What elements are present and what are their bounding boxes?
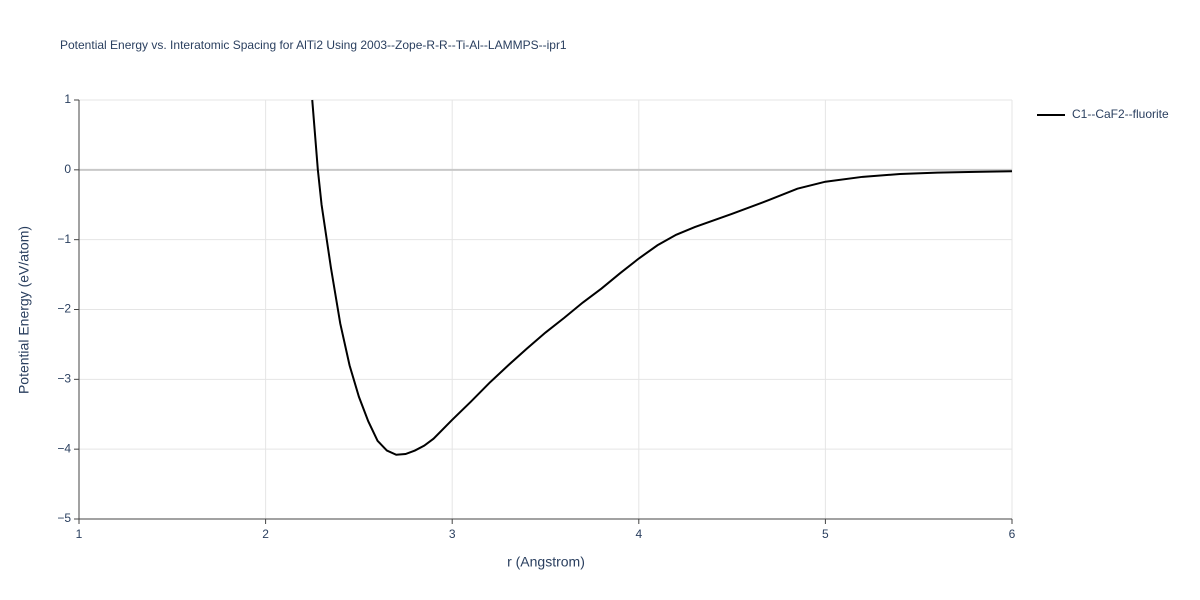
chart-title: Potential Energy vs. Interatomic Spacing… [60, 38, 567, 52]
y-tick-label: −1 [57, 232, 71, 246]
x-tick-label: 1 [76, 527, 83, 541]
legend-label: C1--CaF2--fluorite [1072, 107, 1169, 121]
x-tick-label: 4 [635, 527, 642, 541]
y-tick-label: −4 [57, 441, 71, 455]
y-tick-label: −2 [57, 302, 71, 316]
data-line [311, 99, 1013, 456]
y-tick-label: 1 [64, 92, 71, 106]
x-tick-label: 5 [822, 527, 829, 541]
x-axis-title: r (Angstrom) [507, 554, 585, 570]
x-tick-label: 3 [449, 527, 456, 541]
x-tick-label: 2 [262, 527, 269, 541]
y-tick-label: −5 [57, 511, 71, 525]
y-axis-title: Potential Energy (eV/atom) [16, 226, 32, 394]
y-tick-label: −3 [57, 372, 71, 386]
x-tick-label: 6 [1009, 527, 1016, 541]
y-tick-label: 0 [64, 162, 71, 176]
